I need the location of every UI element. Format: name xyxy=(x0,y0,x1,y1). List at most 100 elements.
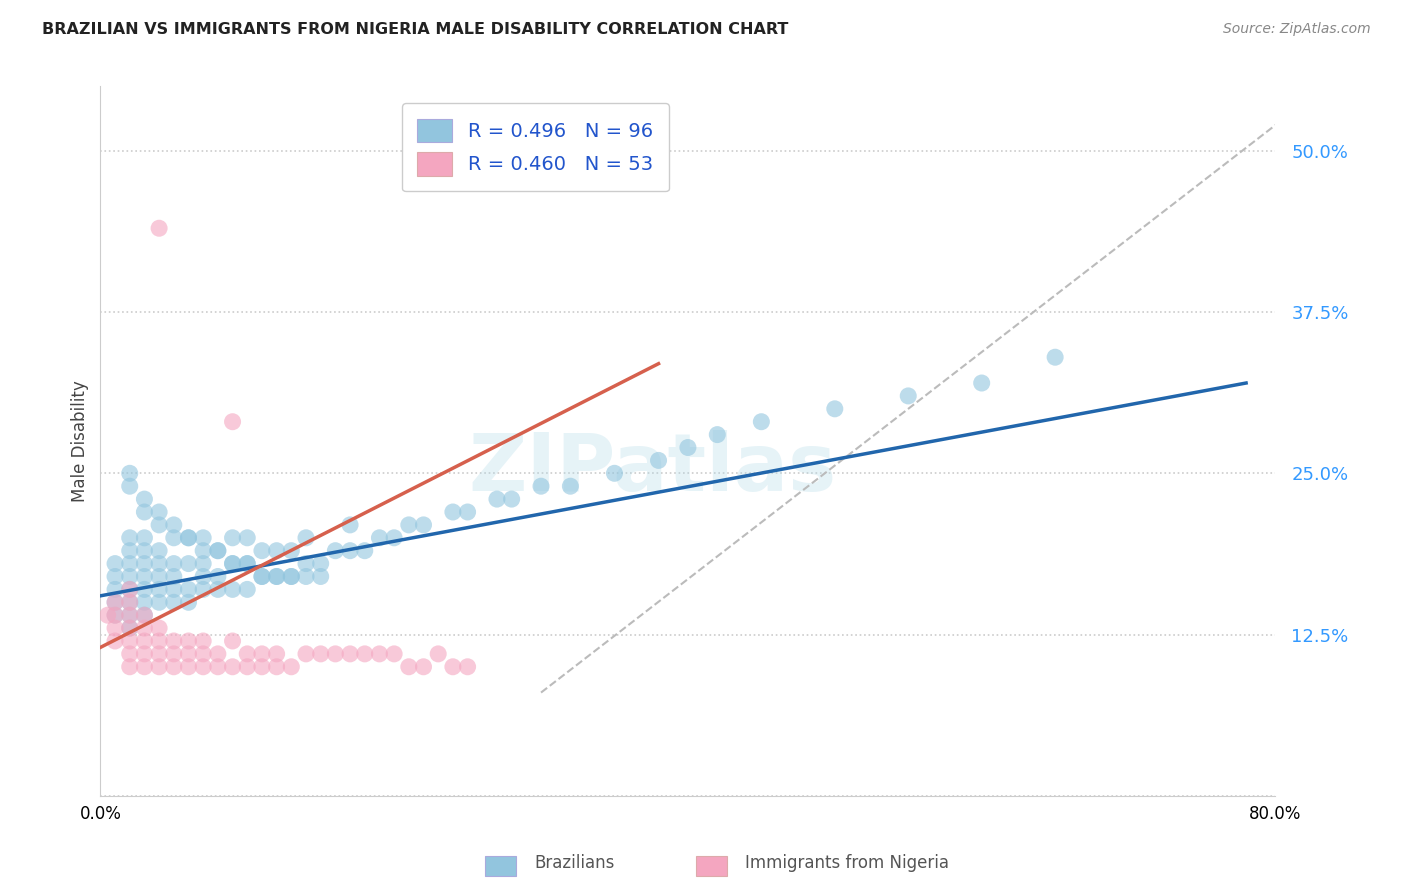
Point xyxy=(207,647,229,661)
Point xyxy=(221,634,243,648)
Point xyxy=(221,415,243,429)
Point xyxy=(134,634,156,648)
Point xyxy=(250,569,273,583)
Point xyxy=(207,569,229,583)
Point xyxy=(104,634,127,648)
Point xyxy=(441,505,464,519)
Point xyxy=(1043,350,1066,364)
Point xyxy=(193,660,215,674)
Point xyxy=(134,621,156,635)
Point xyxy=(118,608,141,623)
Point xyxy=(148,517,170,532)
Point xyxy=(751,415,773,429)
Point xyxy=(266,569,288,583)
Point xyxy=(309,569,332,583)
Point xyxy=(163,634,186,648)
Point xyxy=(163,517,186,532)
Point xyxy=(325,543,347,558)
Point xyxy=(897,389,920,403)
Point xyxy=(368,647,391,661)
Point xyxy=(118,647,141,661)
Point xyxy=(207,543,229,558)
Point xyxy=(325,647,347,661)
Point xyxy=(177,557,200,571)
Point xyxy=(339,543,361,558)
Point xyxy=(295,557,318,571)
Point xyxy=(104,595,127,609)
Point xyxy=(193,531,215,545)
Point xyxy=(148,595,170,609)
Point xyxy=(193,582,215,597)
Point xyxy=(236,660,259,674)
Point xyxy=(412,660,434,674)
Point xyxy=(398,517,420,532)
Point xyxy=(148,505,170,519)
Point xyxy=(280,569,302,583)
Point xyxy=(134,543,156,558)
Point xyxy=(676,441,699,455)
Point xyxy=(207,582,229,597)
Point xyxy=(221,557,243,571)
Point xyxy=(193,543,215,558)
Point xyxy=(266,647,288,661)
Point xyxy=(148,557,170,571)
Point xyxy=(163,660,186,674)
Point xyxy=(353,647,375,661)
Point xyxy=(118,531,141,545)
Point xyxy=(134,557,156,571)
Point xyxy=(134,608,156,623)
Point xyxy=(148,569,170,583)
Point xyxy=(339,647,361,661)
Text: Brazilians: Brazilians xyxy=(534,855,614,872)
Point xyxy=(382,531,405,545)
Point xyxy=(104,582,127,597)
Point xyxy=(560,479,582,493)
Point xyxy=(368,531,391,545)
Point xyxy=(118,543,141,558)
Legend: R = 0.496   N = 96, R = 0.460   N = 53: R = 0.496 N = 96, R = 0.460 N = 53 xyxy=(402,103,668,192)
Point xyxy=(134,505,156,519)
Point xyxy=(104,557,127,571)
Point xyxy=(193,557,215,571)
Point xyxy=(134,582,156,597)
Point xyxy=(207,543,229,558)
Point xyxy=(309,647,332,661)
Point xyxy=(163,595,186,609)
Point xyxy=(280,660,302,674)
Point xyxy=(236,557,259,571)
Point xyxy=(134,531,156,545)
Point xyxy=(148,621,170,635)
Point xyxy=(177,531,200,545)
Point xyxy=(118,621,141,635)
Point xyxy=(134,660,156,674)
Point xyxy=(134,595,156,609)
Point xyxy=(457,660,479,674)
Point xyxy=(236,557,259,571)
Point xyxy=(163,569,186,583)
Point xyxy=(118,595,141,609)
Point xyxy=(118,660,141,674)
Point xyxy=(221,582,243,597)
Point xyxy=(163,647,186,661)
Point xyxy=(266,569,288,583)
Text: ZIPatlas: ZIPatlas xyxy=(468,431,837,508)
Point xyxy=(118,582,141,597)
Point xyxy=(309,557,332,571)
Point xyxy=(148,660,170,674)
Point xyxy=(148,634,170,648)
Point xyxy=(134,492,156,507)
Point xyxy=(221,660,243,674)
Point xyxy=(118,582,141,597)
Point xyxy=(177,582,200,597)
Point xyxy=(266,543,288,558)
Text: Immigrants from Nigeria: Immigrants from Nigeria xyxy=(745,855,949,872)
Point xyxy=(118,467,141,481)
Point xyxy=(295,569,318,583)
Point xyxy=(250,569,273,583)
Point xyxy=(295,531,318,545)
Point xyxy=(177,531,200,545)
Point xyxy=(236,531,259,545)
Point xyxy=(207,660,229,674)
Point xyxy=(134,647,156,661)
Point xyxy=(118,479,141,493)
